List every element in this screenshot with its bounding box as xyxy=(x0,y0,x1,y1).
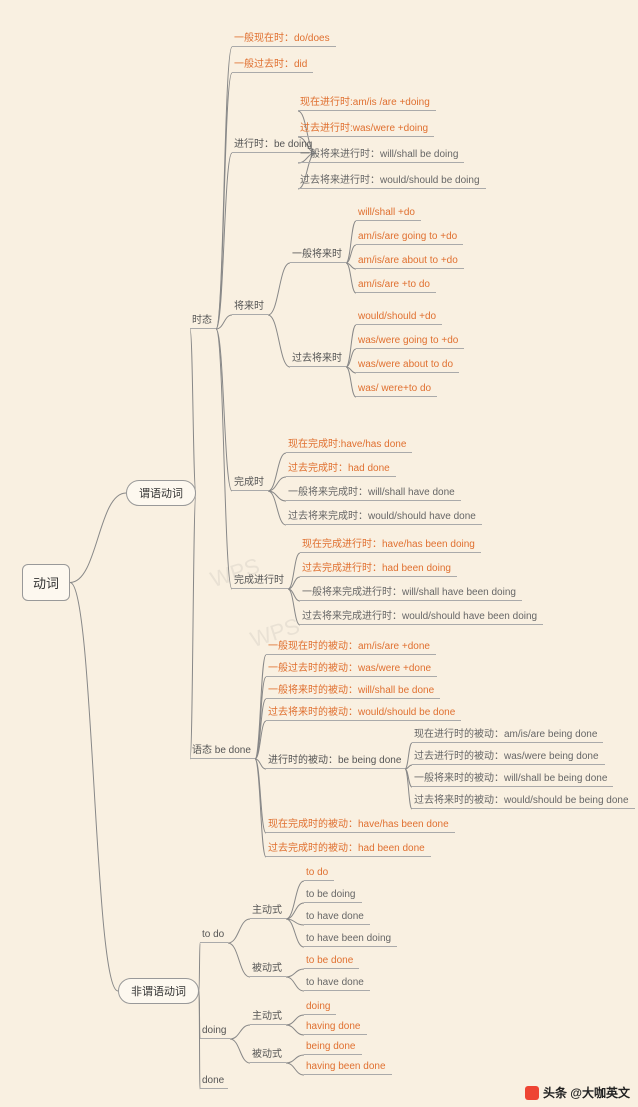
branch-node: 被动式 xyxy=(250,1044,286,1063)
branch-node: 语态 be done xyxy=(190,740,255,759)
leaf-node: 过去将来时的被动：would/should be being done xyxy=(412,790,635,809)
branch-node: 被动式 xyxy=(250,958,286,977)
branch-node: 时态 xyxy=(190,310,216,329)
leaf-node: 现在进行时的被动：am/is/are being done xyxy=(412,724,603,743)
branch-node: 将来时 xyxy=(232,296,268,315)
leaf-node: 过去将来完成时：would/should have done xyxy=(286,506,482,525)
leaf-node: to have done xyxy=(304,976,370,991)
leaf-node: 过去进行时的被动：was/were being done xyxy=(412,746,605,765)
leaf-node: to be done xyxy=(304,954,359,969)
leaf-node: to have done xyxy=(304,910,370,925)
leaf-node: will/shall +do xyxy=(356,206,421,221)
leaf-node: 过去将来完成进行时：would/should have been doing xyxy=(300,606,543,625)
footer-attribution: 头条 @大咖英文 xyxy=(525,1084,630,1101)
branch-node: 完成进行时 xyxy=(232,570,288,589)
leaf-node: would/should +do xyxy=(356,310,442,325)
leaf-node: 过去将来时的被动：would/should be done xyxy=(266,702,461,721)
leaf-node: to do xyxy=(304,866,334,881)
leaf-node: 一般将来进行时：will/shall be doing xyxy=(298,144,464,163)
leaf-node: being done xyxy=(304,1040,362,1055)
root-node: 动词 xyxy=(22,564,70,601)
leaf-node: 一般现在时的被动：am/is/are +done xyxy=(266,636,436,655)
leaf-node: having been done xyxy=(304,1060,392,1075)
leaf-node: 一般将来完成时：will/shall have done xyxy=(286,482,461,501)
branch-node: 完成时 xyxy=(232,472,268,491)
branch-node: doing xyxy=(200,1024,230,1039)
leaf-node: am/is/are +to do xyxy=(356,278,436,293)
leaf-node: 现在完成时的被动：have/has been done xyxy=(266,814,455,833)
leaf-node: 现在完成时:have/has done xyxy=(286,434,412,453)
branch-node: to do xyxy=(200,928,228,943)
branch-node: done xyxy=(200,1074,228,1089)
toutiao-icon xyxy=(525,1086,539,1100)
branch-node: 一般将来时 xyxy=(290,244,346,263)
leaf-node: was/ were+to do xyxy=(356,382,437,397)
branch-node: 进行时的被动：be being done xyxy=(266,750,405,769)
level1-p2: 非谓语动词 xyxy=(118,978,199,1004)
leaf-node: to have been doing xyxy=(304,932,397,947)
branch-node: 主动式 xyxy=(250,900,286,919)
branch-node: 过去将来时 xyxy=(290,348,346,367)
level1-p1: 谓语动词 xyxy=(126,480,196,506)
leaf-node: 一般将来时的被动：will/shall be done xyxy=(266,680,440,699)
leaf-node: 过去将来进行时：would/should be doing xyxy=(298,170,486,189)
leaf-node: 一般将来完成进行时：will/shall have been doing xyxy=(300,582,522,601)
leaf-node: to be doing xyxy=(304,888,362,903)
leaf-node: 一般现在时：do/does xyxy=(232,28,336,47)
leaf-node: was/were going to +do xyxy=(356,334,464,349)
leaf-node: 一般过去时：did xyxy=(232,54,313,73)
leaf-node: am/is/are about to +do xyxy=(356,254,464,269)
leaf-node: 一般将来时的被动：will/shall be being done xyxy=(412,768,613,787)
footer-text: 头条 @大咖英文 xyxy=(543,1084,630,1101)
leaf-node: 过去进行时:was/were +doing xyxy=(298,118,434,137)
leaf-node: am/is/are going to +do xyxy=(356,230,463,245)
leaf-node: was/were about to do xyxy=(356,358,459,373)
leaf-node: doing xyxy=(304,1000,336,1015)
leaf-node: 过去完成时：had done xyxy=(286,458,396,477)
leaf-node: 一般过去时的被动：was/were +done xyxy=(266,658,437,677)
leaf-node: 现在进行时:am/is /are +doing xyxy=(298,92,436,111)
leaf-node: having done xyxy=(304,1020,367,1035)
branch-node: 主动式 xyxy=(250,1006,286,1025)
leaf-node: 过去完成进行时：had been doing xyxy=(300,558,457,577)
leaf-node: 过去完成时的被动：had been done xyxy=(266,838,431,857)
leaf-node: 现在完成进行时：have/has been doing xyxy=(300,534,481,553)
